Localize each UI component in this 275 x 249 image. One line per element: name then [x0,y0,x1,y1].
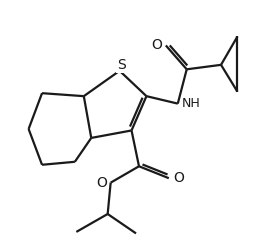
Text: O: O [151,38,162,53]
Text: O: O [173,171,184,185]
Text: NH: NH [181,97,200,110]
Text: S: S [117,59,125,72]
Text: O: O [96,176,107,190]
